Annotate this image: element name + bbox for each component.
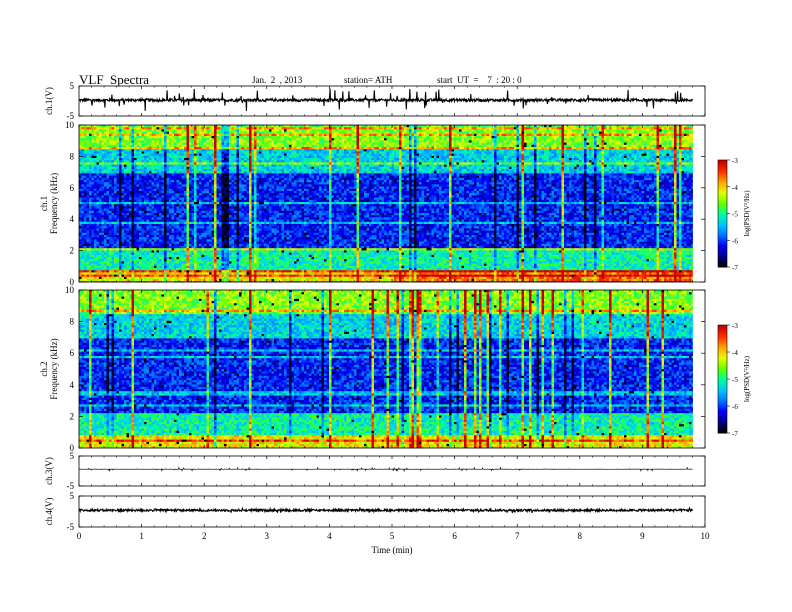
ch1-spectrogram-ytick-label: 10 <box>65 120 75 130</box>
colorbar-segment <box>718 325 727 327</box>
ch3-waveform-trace <box>79 468 693 472</box>
ch2-spectrogram-ytick-label: 4 <box>70 380 75 390</box>
ch4-waveform-frame <box>79 496 705 527</box>
x-tick-label: 10 <box>701 531 711 541</box>
x-tick-label: 3 <box>265 531 270 541</box>
ch1-waveform <box>79 89 693 111</box>
ch2-spectrogram-ytick-label: 10 <box>65 285 75 295</box>
ch3-waveform-ylabel: ch.3(V) <box>44 457 54 485</box>
ch4-waveform-ylabel: ch.4(V) <box>44 498 54 526</box>
ch2-spectrogram-ytick-label: 8 <box>70 317 75 327</box>
ch1-spectrogram-ylabel: ch.1Frequency (kHz) <box>39 173 59 234</box>
ch1-spectrogram <box>79 125 727 282</box>
colorbar-segment <box>718 160 727 162</box>
ch1-waveform-trace <box>79 89 693 111</box>
colorbar-tick-label: -3 <box>732 322 738 330</box>
colorbar-tick-label: -5 <box>732 376 738 384</box>
ch2-spectrogram-ytick-label: 2 <box>70 411 75 421</box>
x-tick-label: 4 <box>327 531 332 541</box>
x-tick-label: 8 <box>578 531 583 541</box>
ch2-spectrogram-ytick-label: 6 <box>70 348 75 358</box>
vlf-spectra-figure: -55ch.1(V)0246810ch.1Frequency (kHz)-3-4… <box>0 0 792 612</box>
x-tick-label: 7 <box>515 531 520 541</box>
ch3-waveform-ytick-label: 5 <box>70 451 75 461</box>
x-tick-label: 2 <box>202 531 207 541</box>
x-axis-label: Time (min) <box>372 545 413 555</box>
ch1-waveform-ytick-label: 5 <box>70 81 75 91</box>
ch2-spectrogram-colorbar-label: log(PSD(V²/Hz) <box>743 355 751 402</box>
x-tick-label: 0 <box>77 531 82 541</box>
ch3-waveform-frame <box>79 456 705 486</box>
colorbar-tick-label: -6 <box>732 237 738 245</box>
ch1-spectrogram-ytick-label: 6 <box>70 183 75 193</box>
x-tick-label: 5 <box>390 531 395 541</box>
colorbar-tick-label: -7 <box>732 430 738 438</box>
ch2-spectrogram-ylabel: ch.2Frequency (kHz) <box>39 338 59 399</box>
ch1-spectrogram-ytick-label: 8 <box>70 151 75 161</box>
colorbar-tick-label: -4 <box>732 184 738 192</box>
x-tick-label: 9 <box>640 531 645 541</box>
ch4-waveform <box>79 508 693 513</box>
x-tick-label: 6 <box>452 531 457 541</box>
colorbar-tick-label: -4 <box>732 349 738 357</box>
colorbar-tick-label: -6 <box>732 403 738 411</box>
ch1-waveform-ylabel: ch.1(V) <box>44 87 54 115</box>
ch1-spectrogram-ytick-label: 2 <box>70 246 75 256</box>
colorbar-tick-label: -5 <box>732 211 738 219</box>
ch3-waveform <box>79 468 693 472</box>
ch4-waveform-ytick-label: -5 <box>67 522 75 532</box>
ch3-waveform-ytick-label: -5 <box>67 481 75 491</box>
ch4-waveform-ytick-label: 5 <box>70 491 75 501</box>
colorbar-tick-label: -7 <box>732 264 738 272</box>
colorbar-tick-label: -3 <box>732 157 738 165</box>
ch2-spectrogram <box>79 290 727 448</box>
x-tick-label: 1 <box>139 531 144 541</box>
ch1-spectrogram-colorbar-label: log(PSD(V²/Hz) <box>743 190 751 237</box>
ch1-spectrogram-ytick-label: 4 <box>70 214 75 224</box>
ch4-waveform-trace <box>79 508 693 513</box>
